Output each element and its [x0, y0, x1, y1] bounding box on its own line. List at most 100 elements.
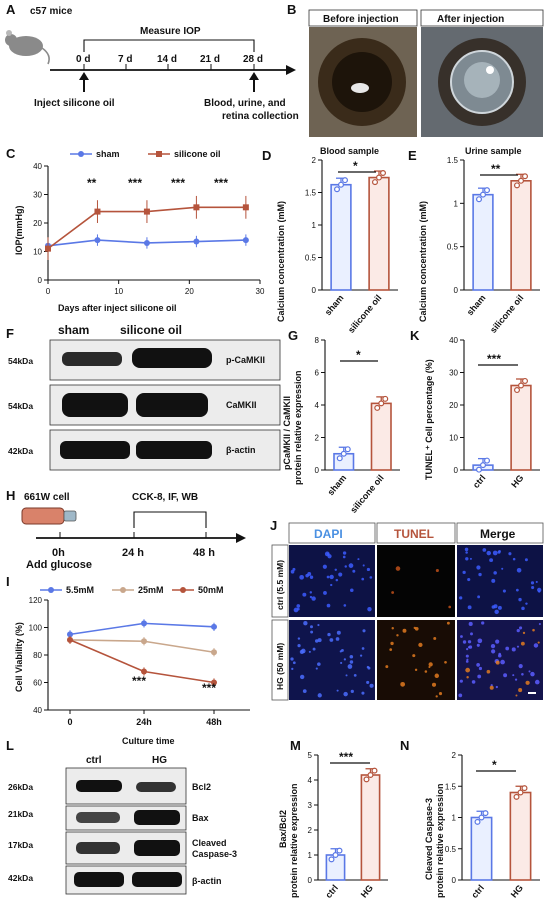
j-speckle [343, 658, 347, 661]
j-speckle [317, 693, 322, 698]
j-speckle [317, 638, 322, 643]
e-sig: ** [491, 162, 501, 176]
j-speckle [518, 688, 523, 693]
m-ytick-label: 3 [308, 801, 313, 810]
panel-g: G pCaMKII / CaMKII protein relative expr… [282, 328, 400, 515]
j-speckle [309, 575, 314, 579]
eye-image-after [421, 27, 543, 137]
i-point [211, 649, 217, 656]
panel-h-label: H [6, 488, 15, 503]
g-point [340, 450, 347, 457]
j-speckle [361, 647, 365, 650]
h-timeline-ticks [59, 532, 207, 538]
legend-sham [70, 151, 92, 157]
j-tunel-ctrl-image [377, 545, 455, 617]
j-speckle [297, 637, 301, 640]
panel-f: F sham silicone oil 54kDa 54kDa 42kDa p-… [6, 323, 281, 471]
panel-k-label: K [410, 328, 420, 343]
j-speckle [362, 629, 366, 633]
h-assays-label: CCK-8, IF, WB [132, 492, 198, 503]
j-speckle [352, 569, 356, 573]
i-x-label: Culture time [122, 736, 175, 746]
n-ytick-label: 1 [452, 814, 457, 823]
g-point [382, 395, 389, 402]
j-speckle [497, 654, 502, 658]
j-speckle [512, 674, 515, 677]
i-legend-50-text: 50mM [198, 585, 224, 595]
j-speckle [343, 691, 348, 697]
k-bar-1 [510, 384, 532, 471]
j-speckle [477, 674, 482, 679]
c-ytick-label: 40 [33, 162, 42, 171]
j-speckle [515, 588, 519, 592]
c-point-sham [143, 239, 150, 246]
timeline-ticks [83, 64, 255, 70]
n-point [513, 793, 520, 800]
j-speckle [309, 595, 313, 599]
c-sig-4: *** [214, 176, 228, 190]
d-point [334, 186, 341, 193]
l-band-cleaved: Cleaved [192, 838, 227, 848]
d-ytick-label: 0 [312, 286, 317, 295]
j-speckle [301, 648, 306, 654]
j-speckle [335, 578, 339, 582]
n-bar-0 [470, 816, 493, 881]
n-sig: * [492, 758, 497, 772]
c-point-sham [242, 237, 249, 244]
m-point [332, 851, 339, 858]
legend-silicone-oil-text: silicone oil [174, 149, 221, 159]
c-sig-1: ** [87, 176, 97, 190]
panel-i: I 5.5mM 25mM 50mM Cell Viability (%) Cul… [6, 574, 250, 746]
j-speckle [366, 665, 370, 669]
j-speckle [391, 626, 394, 630]
m-sig: *** [339, 750, 353, 764]
day-21-label: 21 d [200, 54, 220, 65]
d-title: Blood sample [320, 146, 379, 156]
j-speckle [538, 590, 541, 593]
collect-label-1: Blood, urine, and [204, 98, 286, 109]
h-cell-label: 661W cell [24, 492, 70, 503]
i-plot-area: 40 60 80 100 120 0 24h 48h [29, 596, 222, 727]
panel-d-label: D [262, 148, 271, 163]
j-speckle [467, 605, 472, 610]
g-bar-1 [370, 402, 392, 471]
panel-e: E Urine sample Calcium concentration (mM… [408, 146, 540, 335]
n-xtick-label: HG [509, 883, 525, 900]
f-header-oil: silicone oil [120, 323, 182, 337]
j-row-hg: HG (50 mM) [275, 643, 285, 690]
c-point-sham [193, 238, 200, 245]
j-speckle [466, 658, 469, 661]
j-speckle [414, 668, 418, 672]
m-point [328, 856, 335, 863]
c-ytick-label: 0 [38, 276, 43, 285]
panel-g-label: G [288, 328, 298, 343]
i-ytick-label: 40 [33, 706, 42, 715]
j-speckle [518, 664, 523, 669]
j-speckle [366, 680, 370, 684]
e-bar-0 [472, 193, 494, 291]
j-speckle [326, 575, 330, 579]
d-bar-1 [368, 176, 390, 291]
n-xtick-label: ctrl [469, 883, 486, 900]
j-speckle [444, 660, 447, 664]
day-14-label: 14 d [157, 54, 177, 65]
panel-j-label: J [270, 518, 277, 533]
i-sig-48: *** [202, 681, 216, 695]
j-row-label-box-2 [271, 619, 289, 701]
c-ytick-label: 30 [33, 191, 42, 200]
k-point [517, 382, 524, 389]
g-ytick-label: 2 [315, 434, 320, 443]
i-point [141, 668, 147, 675]
c-point-oil [143, 208, 150, 215]
j-speckle [530, 581, 535, 585]
j-speckle [314, 639, 319, 643]
g-plot-area: 0 2 4 6 8 sham silicone oil [315, 336, 392, 515]
m-ytick-label: 4 [308, 776, 313, 785]
j-speckle [391, 591, 395, 594]
m-point [363, 776, 370, 783]
timeline-arrowhead [286, 65, 296, 75]
j-speckle [497, 550, 501, 554]
j-speckle [431, 682, 437, 687]
mouse-icon [5, 30, 50, 65]
i-point [141, 638, 147, 645]
